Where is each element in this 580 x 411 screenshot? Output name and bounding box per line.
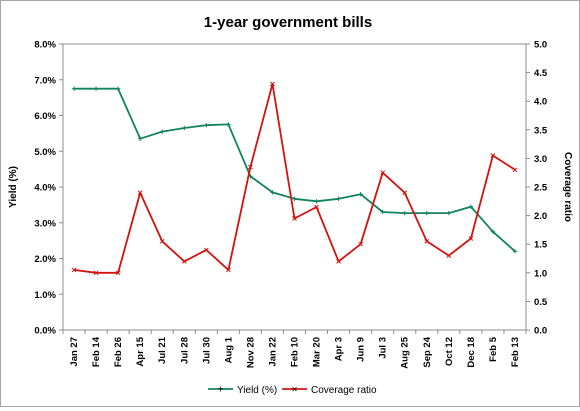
legend-yield-label: Yield (%) — [237, 385, 277, 396]
coverage-point-b — [446, 253, 452, 258]
x-axis-tick-label: Feb 14 — [91, 336, 102, 367]
coverage-point-b — [424, 238, 430, 244]
x-axis-tick-label: Mar 20 — [312, 337, 323, 367]
x-axis-tick-label: Dec 18 — [466, 337, 477, 368]
plot-border — [62, 43, 527, 331]
right-axis-tick-label: 2.0 — [534, 211, 547, 222]
coverage-point-b — [402, 190, 408, 196]
coverage-point-b — [270, 81, 275, 87]
coverage-point-b — [490, 153, 496, 158]
left-axis-tick-label: 2.0% — [34, 254, 56, 265]
coverage-point-b — [181, 259, 187, 264]
left-axis-tick-label: 5.0% — [34, 147, 56, 158]
coverage-point-b — [226, 267, 231, 273]
left-axis: 0.0% 1.0% 2.0% 3.0% 4.0% 5.0% 6.0% 7.0% 8.0% — [34, 40, 63, 337]
right-axis-tick-label: 3.5 — [534, 125, 548, 136]
right-axis-tick-label: 4.5 — [534, 68, 548, 79]
coverage-point-b — [336, 259, 341, 264]
x-axis-tick-label: Aug 1 — [223, 336, 234, 363]
coverage-point-b — [203, 247, 209, 253]
plot-area — [62, 43, 527, 331]
legend: + Yield (%) × Coverage ratio — [208, 385, 377, 396]
left-axis-tick-label: 1.0% — [34, 290, 56, 301]
chart-title: 1-year government bills — [204, 14, 372, 31]
x-axis-tick-label: Feb 26 — [113, 337, 124, 367]
series-group — [71, 81, 518, 276]
coverage-point-b — [292, 216, 297, 221]
coverage-point-b — [159, 238, 165, 244]
coverage-point-b — [71, 267, 77, 273]
coverage-point-b — [512, 167, 518, 173]
x-axis-tick-label: Jan 22 — [267, 337, 278, 367]
x-axis-tick-label: Oct 12 — [444, 337, 455, 366]
x-axis-tick-label: Jul 30 — [201, 337, 212, 364]
right-axis-tick-label: 1.5 — [534, 240, 548, 251]
left-axis-tick-label: 7.0% — [34, 75, 56, 86]
right-axis-tick-label: 4.0 — [534, 97, 547, 108]
right-axis-tick-label: 0.0 — [534, 326, 547, 337]
x-axis-tick-label: Feb 10 — [290, 337, 301, 367]
coverage-point-b — [468, 236, 474, 241]
coverage-point-b — [248, 164, 253, 170]
x-axis-tick-label: Jun 9 — [356, 337, 367, 362]
right-axis-label: Coverage ratio — [562, 152, 573, 222]
x-axis-tick-label: Jul 21 — [157, 336, 168, 364]
coverage-point-b — [93, 270, 99, 276]
right-axis-tick-label: 1.0 — [534, 268, 547, 279]
x-axis-tick-label: Jul 28 — [179, 337, 190, 364]
right-axis-tick-label: 0.5 — [534, 297, 548, 308]
coverage-point-b — [137, 190, 143, 196]
right-axis-tick-label: 2.5 — [534, 183, 548, 194]
legend-coverage-marker: × — [292, 385, 298, 396]
x-axis-tick-label: Nov 28 — [245, 337, 256, 368]
coverage-point-b — [358, 241, 363, 247]
left-axis-label: Yield (%) — [8, 166, 19, 208]
x-axis-tick-label: Jul 3 — [378, 337, 389, 359]
coverage-point-b — [380, 170, 386, 176]
coverage-point-b — [115, 270, 121, 276]
x-axis-tick-label: Aug 25 — [400, 336, 411, 368]
x-axis-tick-label: Apr 3 — [334, 337, 345, 361]
left-axis-tick-label: 0.0% — [34, 326, 56, 337]
x-axis-tick-label: Sep 24 — [422, 336, 433, 367]
coverage-line — [73, 83, 516, 274]
x-axis-tick-label: Feb 13 — [510, 337, 521, 367]
right-axis: 0.0 0.5 1.0 1.5 2.0 2.5 3.0 3.5 4.0 4.5 5.0 — [526, 40, 548, 337]
left-axis-tick-label: 4.0% — [34, 183, 56, 194]
right-axis-tick-label: 3.0 — [534, 154, 547, 165]
legend-coverage-label: Coverage ratio — [311, 385, 377, 396]
legend-yield-marker: + — [218, 385, 224, 396]
left-axis-tick-label: 6.0% — [34, 111, 56, 122]
left-axis-tick-label: 8.0% — [34, 40, 56, 51]
left-axis-tick-label: 3.0% — [34, 218, 56, 229]
yield-line — [74, 87, 516, 252]
coverage-point-b — [314, 204, 319, 210]
x-axis-tick-label: Apr 15 — [135, 336, 146, 366]
x-axis-tick-label: Feb 5 — [488, 336, 499, 362]
right-axis-tick-label: 5.0 — [534, 40, 547, 51]
x-axis: Jan 27 Feb 14 Feb 26 Apr 15 Jul 21 Jul 28 Jul … — [62, 330, 527, 369]
x-axis-tick-label: Jan 27 — [69, 337, 80, 367]
